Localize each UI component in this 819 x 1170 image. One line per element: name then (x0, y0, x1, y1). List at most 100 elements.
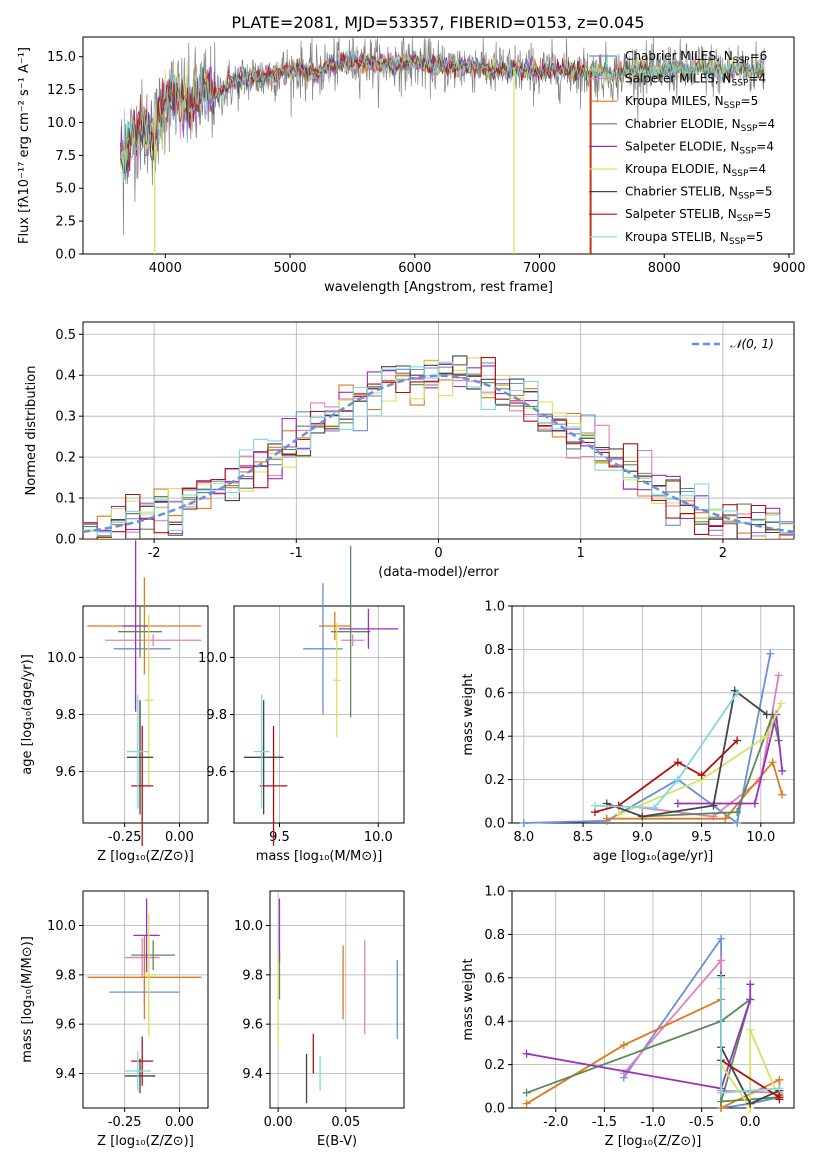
mass-weight-line (606, 760, 784, 820)
mass_vs_Z-y-tick-label: 9.8 (55, 968, 76, 983)
mass_vs_Z-axes: -0.25 0.00 9.4 9.6 9.8 10.0 Z [log₁₀(Z/Z⊙)] mas… (20, 890, 209, 1149)
mass-weight-point (733, 688, 742, 697)
mass-weight-point (762, 732, 771, 741)
legend-entry: 𝒩(0, 1) (730, 337, 774, 351)
mass-weight-point (673, 758, 682, 767)
age_vs_mass-y-tick-label: 9.6 (206, 765, 227, 780)
residuals-y-tick-label: 0.2 (55, 451, 76, 466)
mass-weight-line (523, 653, 772, 825)
age_vs_Z-y-axis-label: age [log₁₀(age/yr)] (20, 654, 35, 775)
spectrum-frame (82, 36, 795, 255)
mass-weight-point (519, 819, 528, 827)
mass-weight-point (619, 1041, 628, 1050)
mass_vs_Z-y-axis-label: mass [log₁₀(M/M⊙)] (20, 936, 35, 1063)
mass_vs_EBV-x-tick-label: 0.00 (264, 1115, 293, 1130)
spectrum-y-axis-label: Flux [fλ10⁻¹⁷ erg cm⁻² s⁻¹ A⁻¹] (17, 47, 32, 244)
mass-weight-point (697, 771, 706, 780)
mass_weight_vs_age-x-tick-label: 10.0 (746, 830, 775, 845)
mass-weight-point (673, 775, 682, 784)
mass-weight-line (677, 714, 784, 805)
spectrum-axes: 4000 5000 6000 7000 8000 9000 0.0 2.5 5.0 7.5 10.0… (17, 36, 806, 295)
mass-weight-point (778, 766, 787, 775)
spectrum-x-tick-label: 7000 (523, 261, 556, 276)
mass_weight_vs_Z-x-tick-label: -1.0 (640, 1115, 665, 1130)
mass-weight-point (775, 1095, 784, 1104)
mass_weight_vs_age-x-tick-label: 9.0 (632, 830, 653, 845)
mass-weight-line (594, 692, 738, 809)
mass-weight-point (602, 814, 611, 823)
mass_vs_Z-y-tick-label: 9.6 (55, 1018, 76, 1033)
residuals-x-tick-label: 2 (719, 546, 727, 561)
mass-weight-line (526, 984, 752, 1090)
age_vs_Z-axes: -0.25 0.00 9.6 9.8 10.0 Z [log₁₀(Z/Z⊙)] age [l… (20, 540, 209, 864)
age_vs_mass-axes: 9.5 10.0 9.6 9.8 10.0 mass [log₁₀(M/M⊙)] (198, 546, 405, 864)
residuals-x-tick-label: -2 (148, 546, 161, 561)
mass-weight-point (762, 710, 771, 719)
residuals-x-tick-label: -1 (290, 546, 303, 561)
spectrum-x-tick-label: 4000 (149, 261, 182, 276)
mass-weight-point (673, 799, 682, 808)
spectrum-x-tick-label: 8000 (648, 261, 681, 276)
mass_weight_vs_age-frame (511, 605, 795, 824)
residuals-y-tick-label: 0.4 (55, 369, 76, 384)
mass_weight_vs_Z-y-tick-label: 0.0 (484, 1102, 505, 1117)
legend-entry: Salpeter MILES, NSSP=4 (625, 72, 766, 89)
spectrum-y-tick-label: 12.5 (47, 83, 76, 98)
mass-weight-point (614, 810, 623, 819)
mass_vs_EBV-y-tick-label: 9.4 (242, 1067, 263, 1082)
mass-weight-point (650, 803, 659, 812)
spectrum-x-tick-label: 9000 (772, 261, 805, 276)
age_vs_Z-y-tick-label: 9.6 (55, 765, 76, 780)
mass-weight-point (522, 1049, 531, 1058)
age_vs_Z-y-tick-label: 10.0 (47, 651, 76, 666)
mass-weight-point (775, 1084, 784, 1093)
mass_weight_vs_Z-y-axis-label: mass weight (461, 958, 476, 1040)
mass_weight_vs_Z-x-tick-label: 0.0 (740, 1115, 761, 1130)
mass-weight-point (721, 814, 730, 823)
residuals-y-tick-label: 0.0 (55, 533, 76, 548)
mass_vs_Z-x-tick-label: -0.25 (108, 1115, 142, 1130)
mass-weight-point (746, 980, 755, 989)
mass_weight_vs_age-y-tick-label: 0.4 (484, 730, 505, 745)
mass-weight-point (746, 1086, 755, 1095)
mass-weight-point (776, 699, 785, 708)
figure-title: PLATE=2081, MJD=53357, FIBERID=0153, z=0… (231, 13, 644, 32)
mass_weight_vs_age-y-tick-label: 0.0 (484, 817, 505, 832)
mass_weight_vs_Z-x-axis-label: Z [log₁₀(Z/Z⊙)] (605, 1134, 702, 1149)
mass-weight-point (638, 812, 647, 821)
mass-weight-point (733, 819, 742, 827)
mass_weight_vs_Z-y-tick-label: 0.6 (484, 971, 505, 986)
spectrum-y-tick-label: 2.5 (55, 215, 76, 230)
mass_vs_Z-frame (82, 890, 209, 1109)
mass_weight_vs_Z-y-tick-label: 0.8 (484, 928, 505, 943)
mass_weight_vs_Z-axes: -2.0 -1.5 -1.0 -0.5 0.0 0.0 0.2 0.4 0.6 0.8 1.0 Z [… (461, 885, 795, 1149)
mass_vs_EBV-x-tick-label: 0.05 (331, 1115, 360, 1130)
residuals-x-axis-label: (data-model)/error (378, 565, 499, 580)
spectrum-x-tick-label: 5000 (274, 261, 307, 276)
age_vs_mass-x-axis-label: mass [log₁₀(M/M⊙)] (256, 849, 383, 864)
mass_weight_vs_Z-x-tick-label: -1.5 (592, 1115, 617, 1130)
legend-entry: Salpeter STELIB, NSSP=5 (625, 207, 771, 224)
age_vs_Z-y-tick-label: 9.8 (55, 708, 76, 723)
age_vs_Z-x-tick-label: -0.25 (108, 830, 142, 845)
mass_vs_EBV-x-axis-label: E(B-V) (317, 1134, 357, 1149)
age_vs_mass-x-tick-label: 9.5 (269, 830, 290, 845)
mass_weight_vs_age-y-tick-label: 0.2 (484, 773, 505, 788)
mass_vs_Z-y-tick-label: 9.4 (55, 1067, 76, 1082)
mass_weight_vs_Z-y-tick-label: 0.2 (484, 1058, 505, 1073)
age_vs_Z-x-tick-label: 0.00 (165, 830, 194, 845)
legend-entry: Chabrier STELIB, NSSP=5 (625, 185, 773, 202)
mass-weight-point (733, 808, 742, 817)
residuals-y-tick-label: 0.5 (55, 328, 76, 343)
mass-weight-point (778, 790, 787, 799)
mass_weight_vs_age-x-tick-label: 9.5 (691, 830, 712, 845)
mass_vs_EBV-y-tick-label: 9.8 (242, 968, 263, 983)
mass-weight-point (717, 934, 726, 943)
mass_weight_vs_age-x-tick-label: 8.0 (514, 830, 535, 845)
residuals-y-tick-label: 0.1 (55, 492, 76, 507)
mass-weight-point (766, 649, 775, 658)
age_vs_mass-x-tick-label: 10.0 (364, 830, 393, 845)
legend-entry: Salpeter ELODIE, NSSP=4 (625, 139, 774, 156)
spectrum-y-tick-label: 5.0 (55, 182, 76, 197)
mass_vs_EBV-y-tick-label: 9.6 (242, 1018, 263, 1033)
